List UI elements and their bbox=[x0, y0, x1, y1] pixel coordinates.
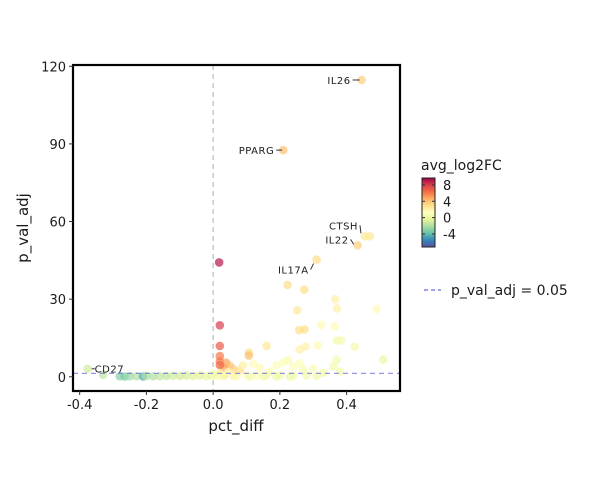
data-point bbox=[272, 360, 281, 370]
data-point bbox=[312, 255, 321, 264]
data-point bbox=[379, 355, 388, 364]
data-point bbox=[148, 371, 158, 381]
y-tick-label: 60 bbox=[49, 216, 66, 231]
gene-label-ctsh: CTSH bbox=[329, 221, 358, 232]
data-point bbox=[232, 371, 241, 381]
color-legend-title: avg_log2FC bbox=[421, 158, 502, 174]
data-point bbox=[215, 320, 225, 330]
data-point bbox=[214, 258, 224, 267]
data-point bbox=[132, 371, 141, 381]
data-point bbox=[288, 362, 298, 371]
data-point bbox=[248, 359, 258, 369]
gene-label-cd27: CD27 bbox=[95, 365, 124, 376]
gene-label-il26: IL26 bbox=[327, 76, 350, 87]
data-point bbox=[155, 371, 165, 381]
data-point bbox=[292, 305, 302, 315]
data-point bbox=[218, 372, 228, 381]
y-tick-label: 90 bbox=[49, 138, 66, 153]
x-tick-label: 0.0 bbox=[203, 398, 224, 413]
colorbar-tick-label: 0 bbox=[443, 212, 451, 227]
colorbar-tick-label: 8 bbox=[443, 179, 451, 194]
data-point bbox=[278, 145, 288, 155]
data-point bbox=[255, 363, 265, 373]
data-point bbox=[125, 371, 135, 381]
data-point bbox=[98, 370, 108, 380]
x-tick-label: -0.4 bbox=[67, 398, 92, 413]
data-point bbox=[262, 341, 271, 351]
data-point bbox=[210, 369, 220, 379]
label-leader bbox=[310, 263, 315, 270]
data-point bbox=[245, 372, 255, 381]
axes: -0.4 -0.2 0.0 0.2 0.4 0 30 60 90 120 bbox=[41, 60, 357, 413]
data-point bbox=[350, 342, 359, 352]
colorbar-tick-label: 4 bbox=[443, 195, 451, 210]
data-point bbox=[238, 360, 248, 370]
line-legend: p_val_adj = 0.05 bbox=[424, 283, 568, 299]
data-point bbox=[313, 341, 323, 350]
data-point bbox=[328, 362, 338, 371]
x-axis-title: pct_diff bbox=[208, 417, 264, 436]
x-tick-label: 0.4 bbox=[336, 398, 357, 413]
data-point bbox=[332, 304, 342, 313]
data-point bbox=[357, 75, 366, 85]
data-point bbox=[316, 320, 326, 330]
label-leader bbox=[359, 225, 362, 234]
colorbar bbox=[421, 177, 436, 248]
data-point bbox=[335, 367, 345, 376]
data-point bbox=[372, 304, 381, 314]
data-point bbox=[330, 294, 340, 304]
data-point bbox=[336, 336, 346, 345]
data-point bbox=[244, 351, 254, 360]
y-tick-label: 0 bbox=[58, 371, 66, 386]
data-point bbox=[215, 341, 225, 351]
gene-labels: IL26 PPARG CTSH IL22 IL17A CD27 bbox=[91, 76, 362, 376]
points-layer bbox=[73, 75, 400, 381]
data-point bbox=[302, 371, 311, 380]
y-axis-title: p_val_adj bbox=[14, 193, 33, 263]
x-tick-label: -0.2 bbox=[134, 398, 159, 413]
label-leader bbox=[350, 239, 355, 245]
data-point bbox=[283, 355, 293, 365]
data-point bbox=[285, 372, 295, 381]
x-tick-label: 0.2 bbox=[270, 398, 291, 413]
data-point bbox=[258, 371, 268, 381]
data-point bbox=[318, 368, 328, 378]
data-point bbox=[353, 241, 362, 250]
data-point bbox=[215, 360, 225, 370]
color-legend: avg_log2FC 84 0-4 bbox=[421, 158, 502, 248]
y-tick-label: 30 bbox=[49, 293, 66, 308]
line-legend-label: p_val_adj = 0.05 bbox=[451, 283, 568, 299]
plot-border bbox=[71, 63, 402, 393]
data-point bbox=[83, 364, 92, 374]
colorbar-tick-label: -4 bbox=[443, 228, 456, 243]
data-point bbox=[308, 364, 318, 373]
data-point bbox=[330, 322, 339, 331]
data-point bbox=[300, 325, 309, 334]
data-point bbox=[332, 355, 341, 365]
y-tick-label: 120 bbox=[41, 60, 66, 75]
gene-label-il17a: IL17A bbox=[278, 266, 309, 277]
data-point bbox=[299, 285, 309, 294]
data-point bbox=[283, 280, 292, 290]
data-point bbox=[365, 231, 375, 241]
data-point bbox=[301, 342, 310, 351]
gene-label-pparg: PPARG bbox=[239, 146, 274, 157]
data-point bbox=[272, 372, 281, 381]
gene-label-il22: IL22 bbox=[325, 235, 348, 246]
